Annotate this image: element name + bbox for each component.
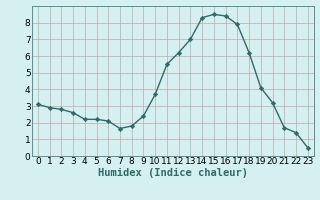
X-axis label: Humidex (Indice chaleur): Humidex (Indice chaleur) [98,168,248,178]
